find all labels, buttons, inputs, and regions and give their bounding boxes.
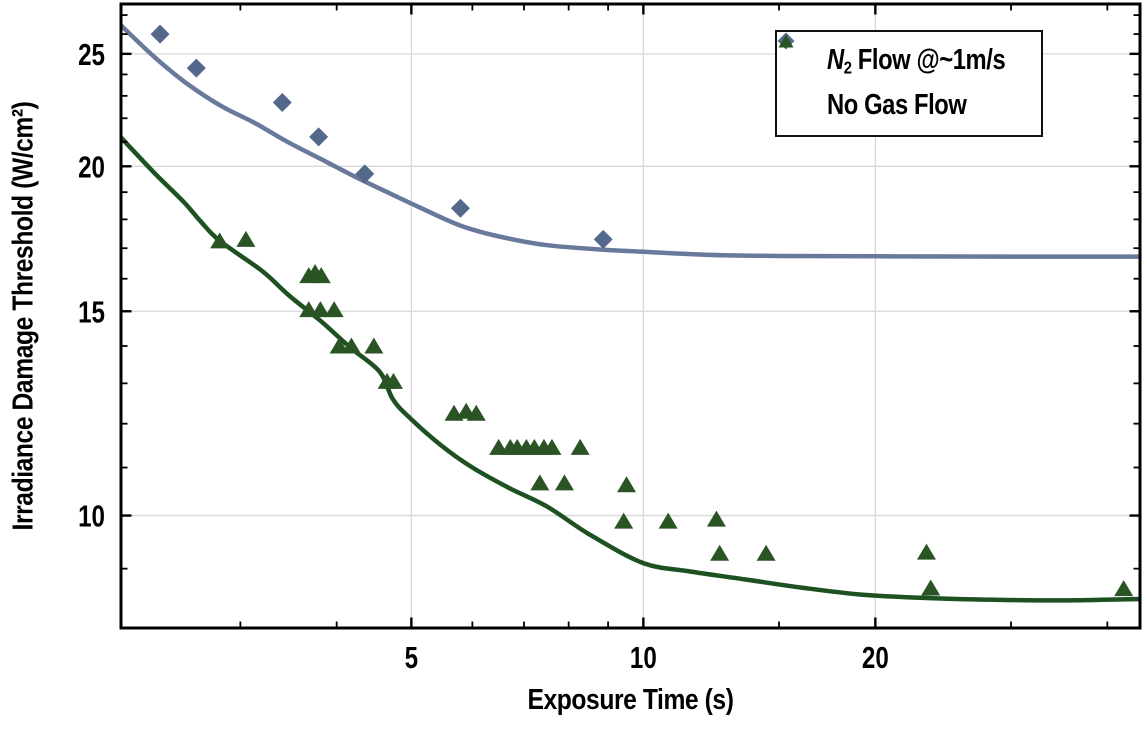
data-point-no-gas-flow (756, 544, 776, 561)
plot-frame (119, 2, 1142, 630)
y-tick-label: 20 (78, 149, 105, 184)
x-tick-label: 5 (405, 640, 418, 675)
data-point-no-gas-flow (921, 579, 941, 596)
data-point-n2-flow (309, 127, 329, 147)
data-point-n2-flow (186, 58, 206, 78)
data-point-n2-flow (450, 198, 470, 218)
fit-curve-no-gas-flow (121, 135, 1140, 603)
data-point-n2-flow (355, 164, 375, 184)
data-point-no-gas-flow (530, 474, 550, 491)
data-point-no-gas-flow (658, 512, 678, 529)
data-point-no-gas-flow (341, 337, 361, 354)
legend-entry-no-gas-flow: No Gas Flow (778, 34, 1041, 123)
y-tick-label: 25 (78, 37, 105, 72)
y-axis-label: Irradiance Damage Threshold (W/cm²) (7, 101, 40, 531)
data-point-no-gas-flow (617, 476, 637, 493)
data-point-n2-flow (593, 229, 613, 249)
data-point-no-gas-flow (916, 543, 936, 560)
data-point-n2-flow (150, 24, 170, 44)
data-point-no-gas-flow (210, 232, 230, 249)
data-point-no-gas-flow (329, 337, 349, 354)
data-point-n2-flow (272, 92, 292, 112)
legend: N2 Flow @~1m/s No Gas Flow (775, 30, 1043, 137)
data-point-no-gas-flow (310, 301, 330, 318)
data-point-no-gas-flow (1114, 580, 1134, 597)
data-point-no-gas-flow (364, 337, 384, 354)
data-point-no-gas-flow (706, 510, 726, 527)
fit-curve-n2-flow (121, 23, 1140, 259)
y-tick-label: 15 (78, 294, 105, 329)
legend-entry-n2-flow: N2 Flow @~1m/s (777, 32, 1041, 79)
data-point-no-gas-flow (614, 512, 634, 529)
data-point-no-gas-flow (311, 267, 331, 284)
data-point-no-gas-flow (324, 301, 344, 318)
legend-label-n2-flow: N2 Flow @~1m/s (827, 44, 1006, 78)
y-tick-label: 10 (78, 499, 105, 534)
x-tick-label: 10 (630, 640, 657, 675)
data-point-no-gas-flow (570, 438, 590, 455)
data-point-no-gas-flow (710, 544, 730, 561)
x-tick-label: 20 (862, 640, 889, 675)
x-axis-label: Exposure Time (s) (527, 684, 734, 716)
data-point-no-gas-flow (554, 474, 574, 491)
data-point-no-gas-flow (542, 438, 562, 455)
data-point-no-gas-flow (236, 230, 256, 247)
data-point-no-gas-flow (466, 404, 486, 421)
legend-label-no-gas-flow: No Gas Flow (827, 89, 967, 121)
data-point-no-gas-flow (383, 372, 403, 389)
